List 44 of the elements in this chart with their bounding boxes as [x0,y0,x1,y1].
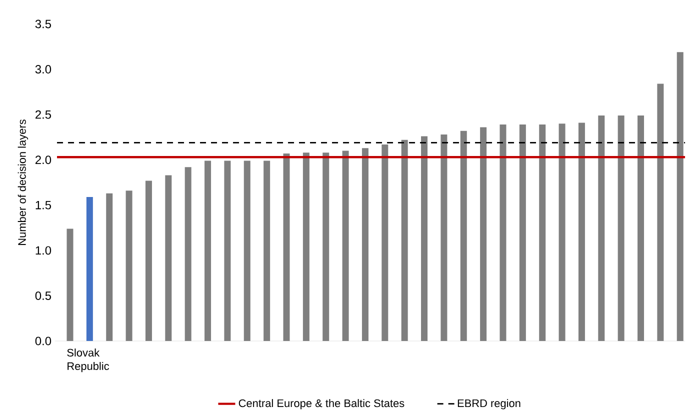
y-tick-label: 1.5 [36,200,52,210]
y-tick-label: 0.5 [35,291,52,300]
bar [382,144,388,341]
bar [440,134,448,341]
legend-label: Central Europe & the Baltic States [238,399,404,410]
bar [421,136,428,341]
bar [362,148,368,341]
bar [519,124,526,341]
y-tick-label: 2.5 [35,110,52,119]
bar [657,84,664,341]
y-axis-title: Number of decision layers [18,120,28,245]
bar [322,152,330,341]
bar [283,154,290,341]
y-tick-label: 2.0 [35,156,52,164]
bar [558,124,566,341]
bar [66,228,74,341]
bar [106,193,113,341]
bar [224,160,231,341]
bar [204,160,212,341]
bar [264,160,270,341]
bar [618,115,624,341]
legend-label: EBRD region [458,399,520,410]
bar [480,127,487,341]
bar [184,167,192,341]
y-tick-label: 3.5 [35,20,52,28]
y-tick-label: 0.0 [35,336,52,346]
y-tick-label: 3.0 [35,65,52,74]
y-tick-label: 1.0 [36,246,52,255]
bar [500,124,506,341]
bar [86,196,93,341]
x-tick-label: Slovak Republic [67,348,110,372]
bar [460,130,467,341]
bar [676,52,684,341]
bar [578,122,585,341]
bar [598,115,605,341]
bar [401,140,408,341]
bar [126,190,132,341]
bar [145,180,152,341]
bar [244,160,250,341]
bar [638,115,644,341]
bar [342,150,349,341]
bar [539,124,546,341]
bar [165,175,172,341]
bar [302,152,310,341]
